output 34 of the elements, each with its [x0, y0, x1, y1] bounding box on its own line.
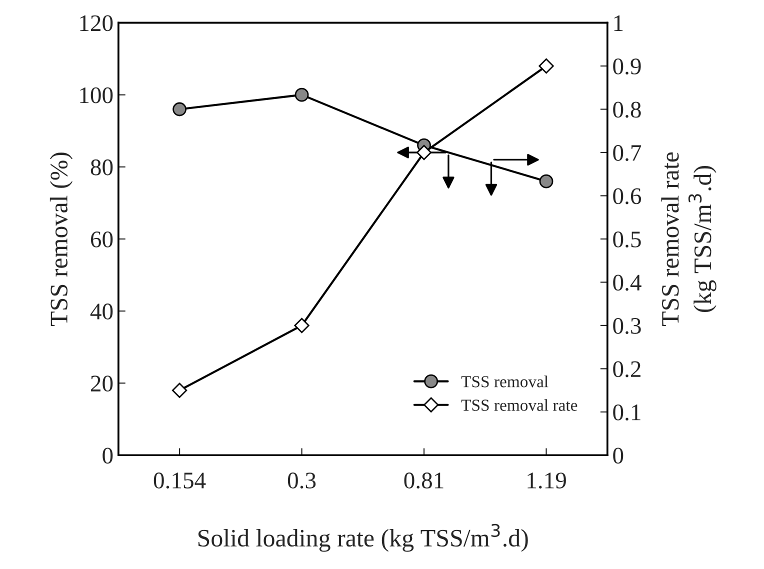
legend-label: TSS removal [461, 376, 548, 388]
point [172, 102, 186, 116]
y-tick-label: 0 [102, 448, 113, 464]
y2-tick-label: 0.6 [613, 188, 642, 204]
y-tick-label: 80 [90, 159, 113, 176]
y-tick-label: 20 [90, 376, 113, 392]
y2-tick-label: 1 [614, 15, 623, 31]
y2-tick-label: 0.8 [613, 102, 641, 118]
y2-tick-label: 0.5 [613, 231, 641, 248]
y2-tick-label: 0.9 [613, 58, 641, 75]
x-tick-label: 0.3 [288, 472, 316, 489]
legend-label: TSS removal rate [461, 399, 578, 411]
y2-tick-label: 0.7 [613, 144, 642, 162]
point [172, 382, 188, 398]
point [294, 88, 309, 102]
y-tick-label: 120 [80, 15, 113, 32]
x-axis-title: Solid loading rate (kg TSS/m$^{3}$.d) [198, 524, 528, 552]
y-tick-label: 60 [90, 231, 113, 248]
y2-tick-label: 0.1 [613, 404, 640, 420]
y-tick-label: 40 [90, 304, 113, 320]
y2-axis-title: TSS removal rate (kg TSS/m$^{3}$.d) [661, 152, 716, 326]
y-axis-title: TSS removal (%) [50, 152, 73, 326]
point [539, 174, 554, 188]
point [538, 58, 554, 74]
point [416, 144, 432, 160]
y2-tick-label: 0 [613, 448, 624, 464]
point [294, 318, 310, 334]
y-tick-label: 100 [80, 87, 113, 104]
x-tick-label: 1.19 [528, 472, 566, 489]
x-tick-label: 0.154 [154, 472, 206, 489]
y2-tick-label: 0.4 [613, 274, 642, 291]
y2-tick-label: 0.2 [613, 361, 640, 378]
y2-tick-label: 0.3 [613, 318, 641, 334]
x-tick-label: 0.81 [404, 472, 444, 489]
